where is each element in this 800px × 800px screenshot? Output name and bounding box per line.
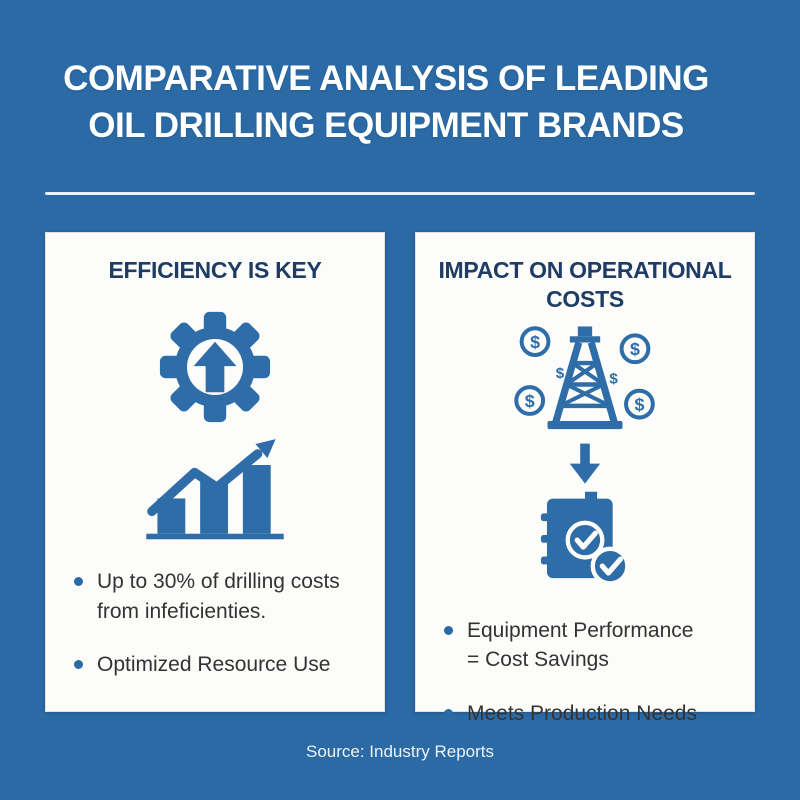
list-item: Optimized Resource Use <box>74 650 340 680</box>
card-operational-costs: IMPACT ON OPERATIONAL COSTS $ $ $ $ $ $ <box>415 232 755 725</box>
gear-up-arrow-icon <box>159 311 271 423</box>
bullet-dot-icon <box>444 709 453 719</box>
bullet-text: Optimized Resource Use <box>97 653 331 677</box>
source-text: Source: Industry Reports <box>305 742 495 761</box>
down-arrow-icon <box>561 442 609 490</box>
svg-text:$: $ <box>630 339 640 359</box>
card-title-costs: IMPACT ON OPERATIONAL COSTS <box>438 257 732 312</box>
card-title-efficiency: EFFICIENCY IS KEY <box>108 257 322 283</box>
list-item: Up to 30% of drilling costs from infefic… <box>74 567 340 627</box>
bullet-text: Equipment Performance = Cost Savings <box>467 618 694 672</box>
bullet-text: Up to 30% of drilling costs from infefic… <box>97 569 340 623</box>
svg-text:$: $ <box>609 370 618 387</box>
svg-text:$: $ <box>525 390 535 410</box>
oil-barrel-checkmarks-icon <box>529 490 641 592</box>
list-item: Equipment Performance = Cost Savings <box>444 616 697 676</box>
page-title: COMPARATIVE ANALYSIS OF LEADING OIL DRIL… <box>63 59 709 145</box>
costs-bullet-list: Equipment Performance = Cost Savings Mee… <box>416 616 709 753</box>
svg-text:$: $ <box>634 394 644 414</box>
efficiency-bullet-list: Up to 30% of drilling costs from infefic… <box>46 567 352 704</box>
bullet-dot-icon <box>444 625 453 635</box>
bullet-dot-icon <box>74 576 83 586</box>
bar-chart-growth-icon <box>139 438 291 543</box>
title-divider <box>45 192 755 195</box>
bullet-dot-icon <box>74 660 83 670</box>
list-item: Meets Production Needs <box>444 699 697 729</box>
svg-text:$: $ <box>556 365 565 382</box>
card-efficiency: EFFICIENCY IS KEY <box>45 232 385 712</box>
svg-text:$: $ <box>530 331 540 351</box>
oil-derrick-dollars-icon: $ $ $ $ $ $ <box>510 322 660 438</box>
bullet-text: Meets Production Needs <box>467 702 697 726</box>
